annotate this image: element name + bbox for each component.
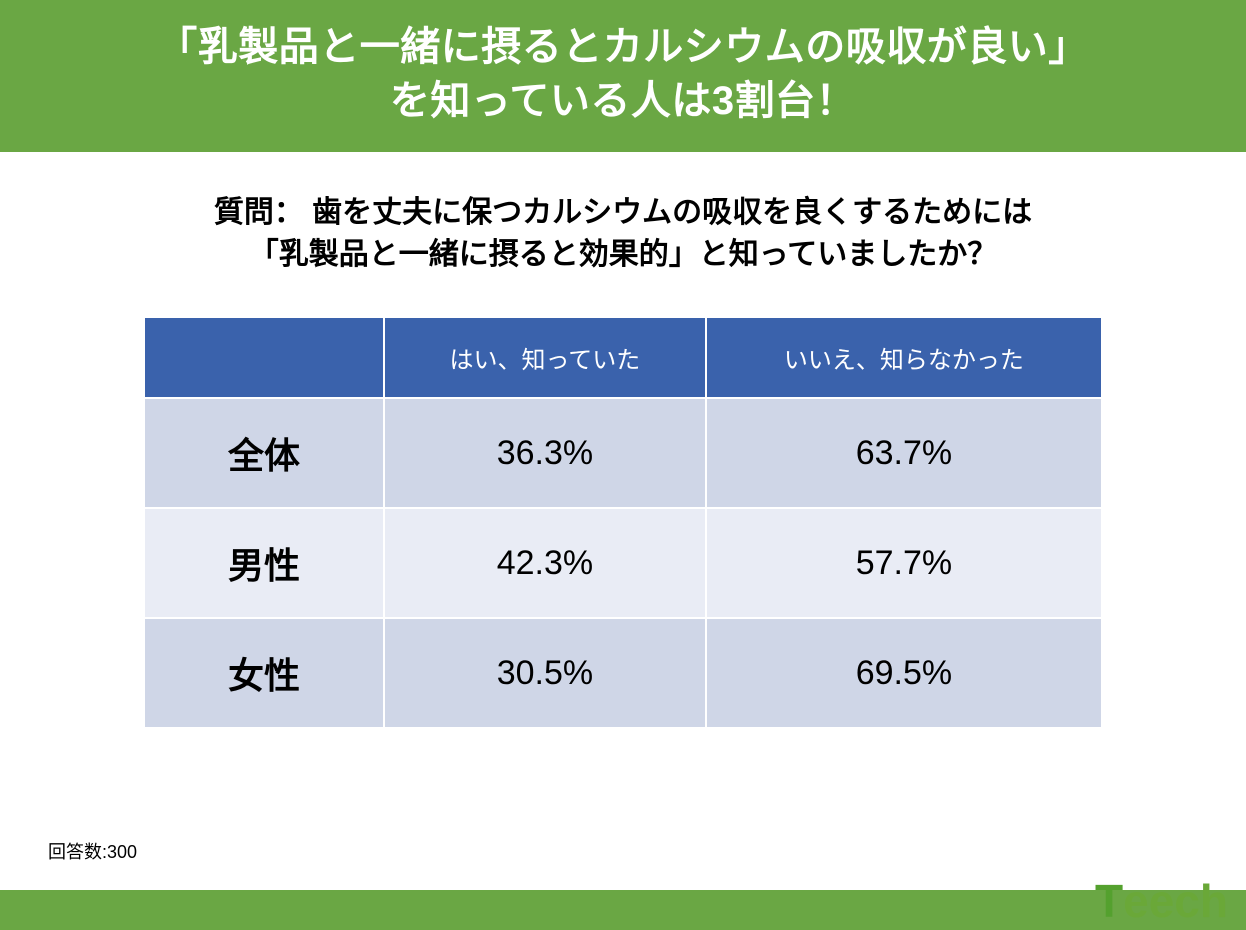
table-cell: 57.7% [706, 508, 1102, 618]
table-col-header: はい、知っていた [384, 317, 706, 398]
table-col-header: いいえ、知らなかった [706, 317, 1102, 398]
logo-letters-rest: eech [1123, 878, 1228, 924]
logo-letter-t: T [1095, 878, 1123, 924]
header-banner: 「乳製品と一緒に摂るとカルシウムの吸収が良い」 を知っている人は3割台！ [0, 0, 1246, 152]
table-cell: 63.7% [706, 398, 1102, 508]
table-header-row: はい、知っていた いいえ、知らなかった [144, 317, 1102, 398]
table-container: はい、知っていた いいえ、知らなかった 全体 36.3% 63.7% 男性 42… [0, 316, 1246, 729]
table-row: 男性 42.3% 57.7% [144, 508, 1102, 618]
table-row: 全体 36.3% 63.7% [144, 398, 1102, 508]
survey-table: はい、知っていた いいえ、知らなかった 全体 36.3% 63.7% 男性 42… [143, 316, 1103, 729]
table-cell: 36.3% [384, 398, 706, 508]
table-row-label: 全体 [144, 398, 384, 508]
table-cell: 30.5% [384, 618, 706, 728]
table-cell: 69.5% [706, 618, 1102, 728]
respondent-count: 回答数:300 [48, 838, 137, 864]
table-row-label: 男性 [144, 508, 384, 618]
header-title: 「乳製品と一緒に摂るとカルシウムの吸収が良い」 を知っている人は3割台！ [20, 20, 1226, 128]
table-corner-cell [144, 317, 384, 398]
table-cell: 42.3% [384, 508, 706, 618]
teech-logo: Teech [1095, 878, 1228, 924]
survey-question: 質問： 歯を丈夫に保つカルシウムの吸収を良くするためには 「乳製品と一緒に摂ると… [0, 152, 1246, 316]
footer-bar [0, 890, 1246, 930]
table-row-label: 女性 [144, 618, 384, 728]
table-row: 女性 30.5% 69.5% [144, 618, 1102, 728]
